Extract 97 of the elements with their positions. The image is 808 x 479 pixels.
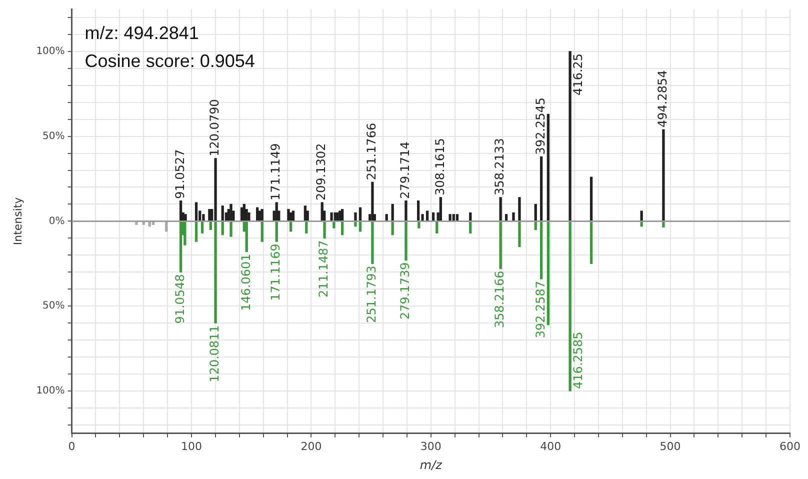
bar bbox=[194, 221, 198, 242]
x-tick-label: 600 bbox=[780, 440, 800, 453]
x-tick-label: 0 bbox=[68, 440, 76, 453]
bar bbox=[323, 221, 326, 239]
bar bbox=[518, 221, 521, 247]
bar bbox=[305, 221, 308, 234]
bar bbox=[200, 221, 204, 234]
bar bbox=[338, 210, 342, 222]
bar bbox=[258, 210, 262, 222]
bar bbox=[179, 221, 182, 272]
bar bbox=[469, 221, 472, 234]
bar bbox=[568, 51, 572, 222]
bar bbox=[568, 221, 572, 392]
bar bbox=[260, 208, 264, 222]
y-tick-label: 0% bbox=[48, 216, 65, 227]
bar bbox=[426, 210, 429, 222]
annotation: 251.1793 bbox=[364, 266, 379, 323]
annotation: 416.2585 bbox=[571, 332, 586, 389]
annotation: 91.0548 bbox=[172, 274, 187, 324]
y-axis-title: Intensity bbox=[11, 196, 24, 246]
annotation: 416.25 bbox=[571, 53, 586, 96]
bar bbox=[248, 212, 250, 222]
annotation: m/z: 494.2841 bbox=[84, 22, 199, 43]
bar bbox=[340, 208, 344, 222]
bar bbox=[245, 221, 248, 252]
bar bbox=[534, 204, 537, 222]
bar bbox=[371, 182, 374, 222]
bar bbox=[230, 204, 232, 222]
y-tick-label: 50% bbox=[42, 300, 65, 312]
y-tick-label: 100% bbox=[36, 46, 65, 58]
bar bbox=[499, 197, 502, 222]
x-tick-label: 300 bbox=[420, 440, 442, 453]
annotation: 308.1615 bbox=[432, 138, 447, 196]
annotation: 120.0811 bbox=[208, 325, 222, 382]
bar bbox=[590, 221, 593, 264]
annotation: 279.1714 bbox=[398, 142, 412, 199]
bar bbox=[260, 221, 264, 242]
y-tick-label: 50% bbox=[42, 130, 65, 142]
annotation: 392.2545 bbox=[533, 97, 548, 155]
x-tick-label: 200 bbox=[300, 440, 322, 453]
y-tick-label: 100% bbox=[36, 386, 65, 397]
bar bbox=[439, 197, 442, 222]
bar bbox=[292, 210, 295, 222]
bar bbox=[221, 206, 224, 222]
annotation: 91.0527 bbox=[172, 149, 187, 199]
x-tick-label: 100 bbox=[180, 440, 202, 453]
annotation: 171.1169 bbox=[268, 244, 283, 301]
bar bbox=[640, 210, 643, 222]
bar bbox=[540, 156, 543, 222]
bar bbox=[214, 221, 217, 324]
bar bbox=[418, 221, 420, 228]
annotation: 171.1149 bbox=[268, 143, 283, 201]
bar bbox=[330, 212, 333, 222]
annotation: 146.0601 bbox=[238, 254, 253, 312]
bar bbox=[230, 221, 232, 237]
bar bbox=[662, 221, 665, 228]
bar bbox=[662, 129, 665, 222]
annotation: 358.2133 bbox=[492, 138, 507, 196]
bar bbox=[590, 176, 593, 222]
bar bbox=[546, 114, 550, 222]
annotation: 358.2166 bbox=[492, 270, 507, 328]
annotation: Cosine score: 0.9054 bbox=[84, 50, 255, 71]
bar bbox=[448, 214, 452, 222]
bar bbox=[404, 221, 408, 261]
annotation: 251.1766 bbox=[364, 122, 379, 180]
bar bbox=[208, 208, 211, 222]
bar bbox=[518, 197, 521, 222]
bar bbox=[546, 221, 550, 326]
bar bbox=[287, 208, 290, 222]
bar bbox=[416, 200, 420, 222]
bar bbox=[404, 200, 408, 222]
bar bbox=[354, 212, 357, 222]
bar bbox=[194, 202, 198, 222]
bar bbox=[499, 221, 502, 270]
bar bbox=[275, 221, 278, 242]
annotation: 392.2587 bbox=[533, 280, 548, 338]
x-tick-label: 500 bbox=[660, 440, 681, 453]
bar bbox=[214, 158, 217, 222]
bar bbox=[304, 206, 307, 222]
x-axis-title: m/z bbox=[420, 458, 443, 472]
bar bbox=[391, 204, 394, 222]
bar bbox=[540, 221, 543, 280]
annotation: 120.0790 bbox=[208, 99, 222, 156]
bar bbox=[332, 221, 336, 228]
bar bbox=[202, 214, 205, 222]
bar bbox=[371, 221, 374, 264]
annotation: 494.2854 bbox=[656, 70, 670, 128]
annotation: 279.1739 bbox=[398, 262, 412, 320]
bar bbox=[436, 221, 438, 234]
annotation: 209.1302 bbox=[314, 143, 328, 201]
bar bbox=[512, 212, 515, 222]
bar bbox=[640, 221, 643, 227]
bar bbox=[179, 200, 182, 222]
bar bbox=[184, 214, 187, 222]
x-tick-label: 400 bbox=[540, 440, 562, 453]
bar bbox=[354, 221, 357, 227]
annotation: 211.1487 bbox=[316, 240, 331, 298]
